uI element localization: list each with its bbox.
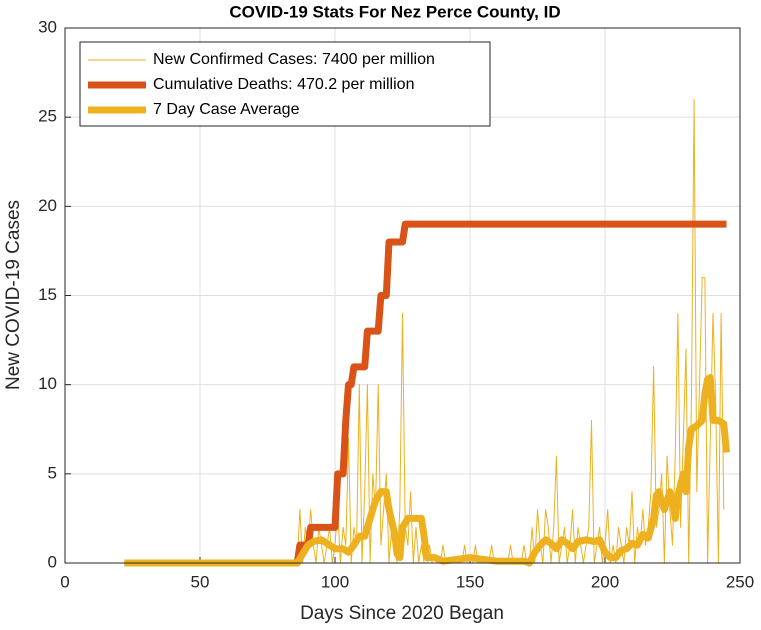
x-tick-label: 150 — [456, 572, 484, 591]
y-tick-label: 0 — [48, 552, 57, 571]
x-tick-label: 100 — [321, 572, 349, 591]
x-axis-label: Days Since 2020 Began — [300, 603, 504, 624]
chart-title: COVID-19 Stats For Nez Perce County, ID — [229, 2, 560, 21]
series-line — [124, 374, 730, 567]
legend-label: 7 Day Case Average — [153, 101, 300, 118]
y-tick-label: 20 — [38, 196, 57, 215]
legend-label: Cumulative Deaths: 470.2 per million — [153, 76, 414, 93]
x-tick-label: 250 — [726, 572, 754, 591]
legend-box — [79, 41, 491, 127]
legend-label: New Confirmed Cases: 7400 per million — [153, 51, 435, 68]
series-line — [124, 220, 727, 567]
x-tick-label: 200 — [591, 572, 619, 591]
y-tick-label: 15 — [38, 285, 57, 304]
y-axis-label: New COVID-19 Cases — [3, 200, 24, 390]
x-tick-label: 50 — [191, 572, 210, 591]
y-tick-label: 25 — [38, 107, 57, 126]
y-tick-label: 5 — [48, 463, 57, 482]
y-tick-label: 10 — [38, 374, 57, 393]
y-tick-label: 30 — [38, 17, 57, 36]
series-line — [124, 98, 725, 564]
x-tick-label: 0 — [60, 572, 69, 591]
axes-box — [64, 27, 741, 564]
